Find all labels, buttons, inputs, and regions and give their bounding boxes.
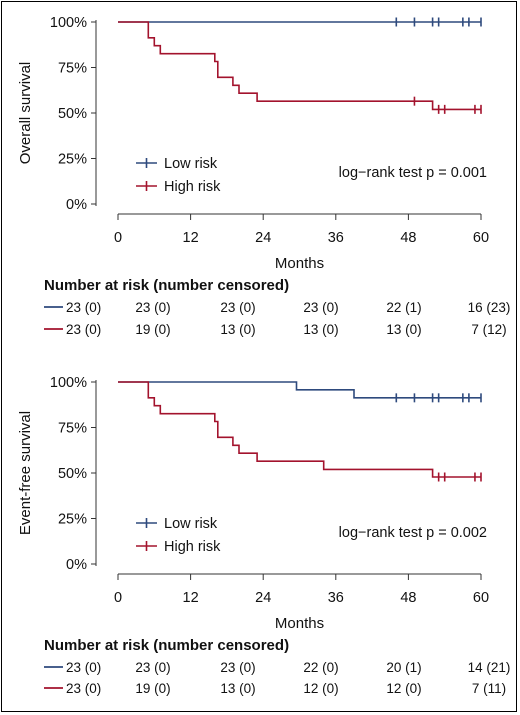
efs-risk-cell: 23 (0) <box>135 660 170 675</box>
os-risk-cell: 23 (0) <box>66 300 101 315</box>
os-y-tick-label: 75% <box>58 61 87 77</box>
os-x-tick-label: 24 <box>255 230 271 246</box>
efs-series-line-low-risk <box>118 381 481 399</box>
os-x-axis-label: Months <box>275 255 324 272</box>
os-legend-label: Low risk <box>164 156 218 172</box>
os-risk-cell: 13 (0) <box>220 322 255 337</box>
os-risk-cell: 23 (0) <box>220 300 255 315</box>
efs-risk-cell: 19 (0) <box>135 681 170 696</box>
efs-risk-cell: 23 (0) <box>220 660 255 675</box>
os-y-tick-label: 100% <box>50 15 87 31</box>
os-risk-cell: 13 (0) <box>303 322 338 337</box>
os-x-tick-label: 36 <box>328 230 344 246</box>
efs-y-tick-label: 25% <box>58 512 87 528</box>
efs-risk-cell: 7 (11) <box>472 681 506 696</box>
os-risk-cell: 19 (0) <box>135 322 170 337</box>
efs-risk-cell: 12 (0) <box>303 681 338 696</box>
os-risk-cell: 23 (0) <box>66 322 101 337</box>
os-x-tick-label: 0 <box>114 230 122 246</box>
efs-x-axis-label: Months <box>275 615 324 632</box>
os-y-tick-label: 0% <box>66 197 87 213</box>
efs-x-tick-label: 24 <box>255 590 271 606</box>
efs-risk-cell: 13 (0) <box>220 681 255 696</box>
efs-y-tick-label: 0% <box>66 557 87 573</box>
efs-series-line-high-risk <box>118 381 481 478</box>
os-risk-cell: 23 (0) <box>135 300 170 315</box>
efs-y-tick-label: 75% <box>58 421 87 437</box>
os-risk-cell: 7 (12) <box>471 322 506 337</box>
efs-risk-cell: 23 (0) <box>66 681 101 696</box>
efs-x-tick-label: 0 <box>114 590 122 606</box>
efs-y-tick-label: 100% <box>50 375 87 391</box>
os-legend-label: High risk <box>164 179 221 195</box>
efs-x-tick-label: 60 <box>473 590 489 606</box>
efs-risk-cell: 20 (1) <box>386 660 421 675</box>
os-y-axis-label: Overall survival <box>17 62 34 165</box>
os-log-rank-annotation: log−rank test p = 0.001 <box>339 165 487 181</box>
efs-y-tick-label: 50% <box>58 466 87 482</box>
os-x-tick-label: 12 <box>183 230 199 246</box>
efs-legend-label: Low risk <box>164 516 218 532</box>
efs-risk-table-title: Number at risk (number censored) <box>44 637 289 654</box>
efs-log-rank-annotation: log−rank test p = 0.002 <box>339 525 487 541</box>
os-risk-table-title: Number at risk (number censored) <box>44 277 289 294</box>
os-y-tick-label: 50% <box>58 106 87 122</box>
os-x-tick-label: 60 <box>473 230 489 246</box>
os-y-tick-label: 25% <box>58 152 87 168</box>
efs-risk-cell: 12 (0) <box>386 681 421 696</box>
efs-y-axis-label: Event-free survival <box>17 411 34 535</box>
efs-x-tick-label: 12 <box>183 590 199 606</box>
os-risk-cell: 22 (1) <box>386 300 421 315</box>
efs-risk-cell: 14 (21) <box>468 660 511 675</box>
os-x-tick-label: 48 <box>400 230 416 246</box>
efs-risk-cell: 23 (0) <box>66 660 101 675</box>
efs-x-tick-label: 36 <box>328 590 344 606</box>
efs-legend-label: High risk <box>164 539 221 555</box>
os-risk-cell: 13 (0) <box>386 322 421 337</box>
os-series-line-high-risk <box>118 21 481 111</box>
efs-x-tick-label: 48 <box>400 590 416 606</box>
os-risk-cell: 16 (23) <box>468 300 511 315</box>
efs-risk-cell: 22 (0) <box>303 660 338 675</box>
os-risk-cell: 23 (0) <box>303 300 338 315</box>
